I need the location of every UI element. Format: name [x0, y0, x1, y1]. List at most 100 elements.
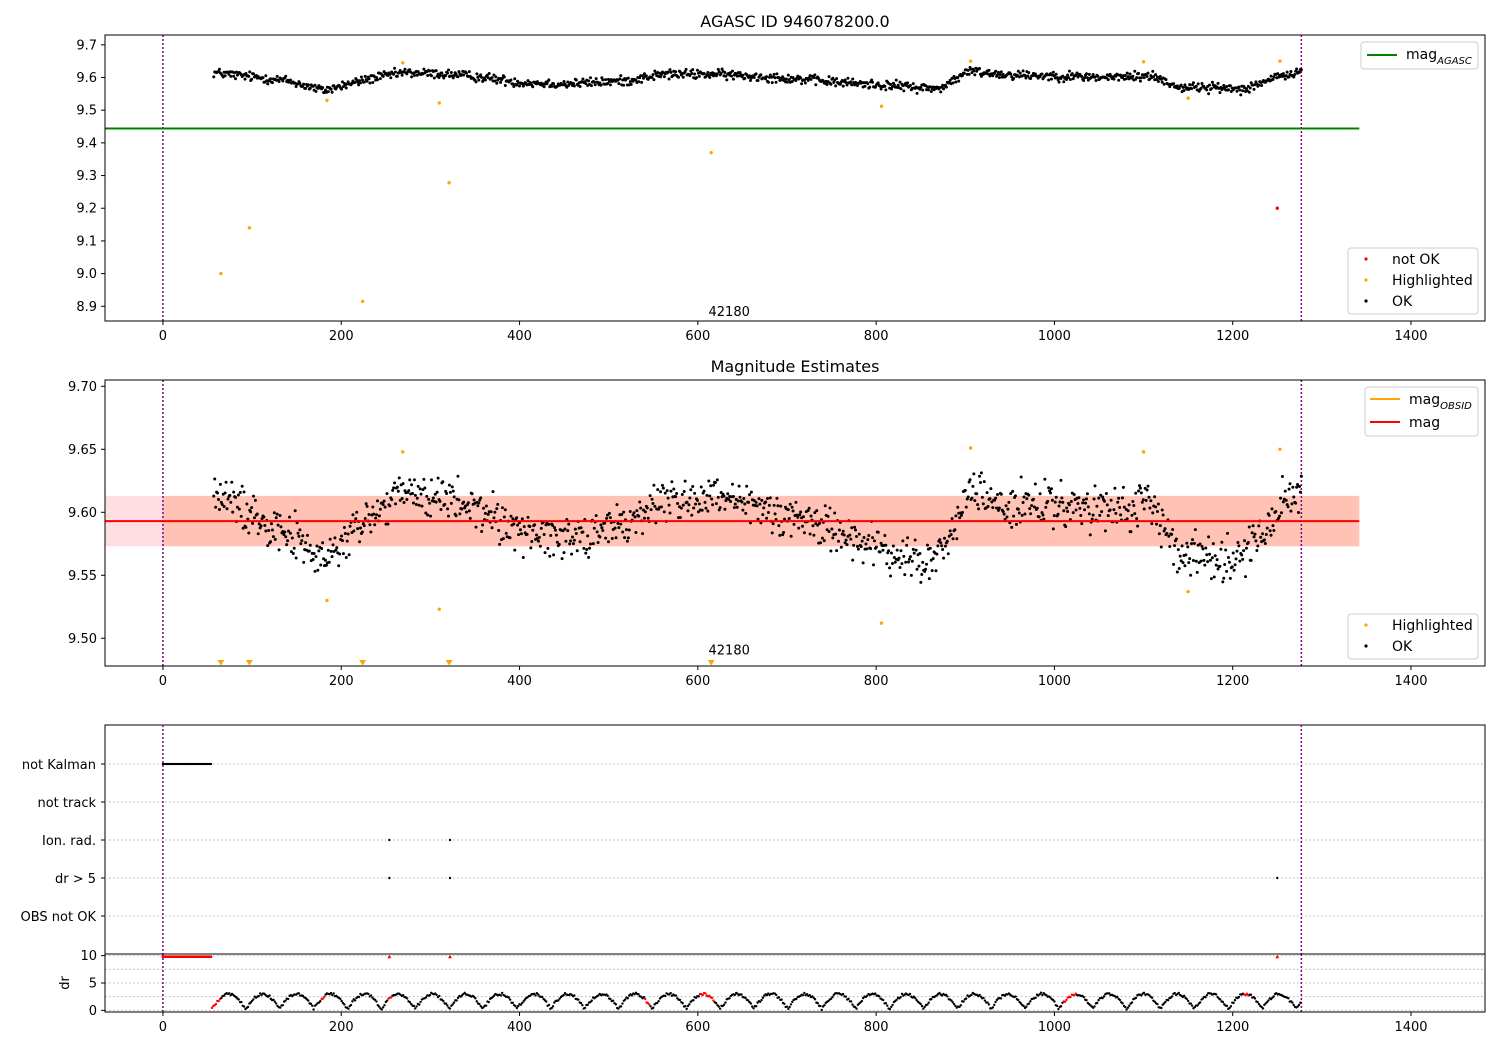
dr-point	[694, 996, 698, 1000]
agasc-ok-point	[844, 80, 848, 84]
magnitude-ok-point	[1158, 524, 1162, 528]
magnitude-ok-point	[369, 530, 373, 534]
magnitude-ok-point	[239, 514, 243, 518]
magnitude-ok-point	[740, 500, 744, 504]
magnitude-ok-point	[538, 544, 542, 548]
agasc-ok-point	[403, 67, 407, 71]
magnitude-ok-point	[511, 517, 515, 521]
magnitude-ok-point	[263, 523, 267, 527]
magnitude-ok-point	[723, 507, 727, 511]
agasc-ok-point	[509, 78, 513, 82]
dr-point	[435, 993, 438, 997]
agasc-ok-point	[1241, 89, 1245, 93]
magnitude-ok-point	[1090, 517, 1094, 521]
agasc-xtick-label: 1200	[1216, 329, 1249, 344]
agasc-ytick-label: 8.9	[76, 300, 97, 315]
magnitude-ok-point	[537, 535, 541, 539]
magnitude-ok-point	[368, 523, 372, 527]
dr-point	[1102, 995, 1106, 998]
agasc-ok-point	[444, 74, 448, 78]
dr-point	[1063, 1000, 1067, 1004]
magnitude-ok-point	[272, 511, 276, 515]
dr-point	[340, 999, 343, 1003]
magnitude-highlighted-point	[879, 621, 884, 625]
magnitude-ok-point	[502, 515, 506, 519]
agasc-xtick-label: 600	[685, 329, 710, 344]
agasc-ok-point	[921, 88, 925, 92]
magnitude-ok-point	[625, 539, 629, 543]
magnitude-ok-point	[1137, 489, 1141, 493]
magnitude-ok-point	[676, 501, 680, 505]
dr-point	[418, 1003, 421, 1006]
agasc-ok-point	[1065, 77, 1069, 81]
magnitude-ok-point	[1077, 496, 1081, 500]
magnitude-ok-point	[383, 505, 387, 509]
dr-point	[927, 1001, 930, 1004]
magnitude-ok-point	[790, 505, 794, 509]
dr-point	[484, 1004, 488, 1007]
dr-point	[1093, 1005, 1096, 1008]
magnitude-ok-point	[1235, 549, 1239, 553]
magnitude-ok-point	[480, 529, 484, 533]
magnitude-ok-point	[1262, 538, 1266, 542]
dr-point	[347, 1007, 350, 1010]
magnitude-ok-point	[1222, 576, 1226, 580]
dr-point	[688, 1003, 691, 1006]
magnitude-ok-point	[212, 494, 216, 498]
dr-point	[644, 997, 647, 1001]
dr-ytick-label: 10	[80, 949, 97, 964]
magnitude-ok-point	[759, 521, 763, 525]
magnitude-ok-point	[240, 484, 244, 488]
magnitude-ok-point	[913, 538, 917, 542]
agasc-ok-point	[1128, 72, 1132, 76]
magnitude-ok-point	[422, 477, 426, 481]
dr-point	[1130, 1001, 1134, 1004]
agasc-ok-point	[659, 75, 663, 79]
dr-point	[704, 992, 707, 995]
magnitude-xtick-label: 1400	[1394, 674, 1427, 689]
magnitude-ok-point	[779, 504, 783, 508]
magnitude-ok-point	[1297, 510, 1301, 514]
agasc-ok-point	[1172, 82, 1176, 86]
dr-point	[1253, 997, 1257, 1000]
magnitude-ok-point	[1290, 502, 1294, 506]
agasc-ok-point	[550, 84, 554, 88]
magnitude-ok-point	[1085, 492, 1089, 496]
dr-point	[882, 998, 885, 1002]
magnitude-ok-point	[1185, 541, 1189, 545]
magnitude-ok-point	[522, 525, 526, 529]
magnitude-ok-point	[352, 529, 356, 533]
magnitude-ok-point	[294, 556, 298, 560]
magnitude-ok-point	[588, 546, 592, 550]
magnitude-ok-point	[690, 513, 694, 517]
magnitude-ok-point	[1053, 500, 1057, 504]
magnitude-ok-point	[616, 521, 620, 525]
magnitude-ok-point	[250, 506, 254, 510]
magnitude-ok-point	[504, 531, 508, 535]
agasc-ok-point	[604, 78, 608, 82]
magnitude-ok-point	[1257, 524, 1261, 528]
agasc-ok-point	[1257, 83, 1261, 87]
dr-point	[349, 1003, 353, 1007]
agasc-ok-point	[227, 72, 231, 76]
magnitude-ok-point	[533, 523, 537, 527]
dr-point	[1229, 1005, 1233, 1008]
agasc-ok-point	[1238, 88, 1242, 92]
flags-row-label: not track	[37, 796, 96, 811]
agasc-ok-point	[340, 87, 344, 91]
agasc-ok-point	[1026, 74, 1030, 78]
magnitude-ok-point	[1014, 522, 1018, 526]
magnitude-ok-point	[905, 543, 909, 547]
agasc-ok-point	[979, 74, 983, 78]
magnitude-ok-point	[328, 537, 332, 541]
magnitude-ok-point	[925, 543, 929, 547]
magnitude-ok-point	[1054, 495, 1058, 499]
agasc-ok-point	[1021, 69, 1025, 73]
dr-point	[474, 997, 477, 1000]
magnitude-ok-point	[931, 557, 935, 561]
dr-point	[1118, 998, 1122, 1002]
dr-point	[744, 996, 747, 1000]
magnitude-ok-point	[1157, 532, 1161, 536]
magnitude-ok-point	[890, 561, 894, 565]
magnitude-ytick-label: 9.50	[68, 632, 97, 647]
